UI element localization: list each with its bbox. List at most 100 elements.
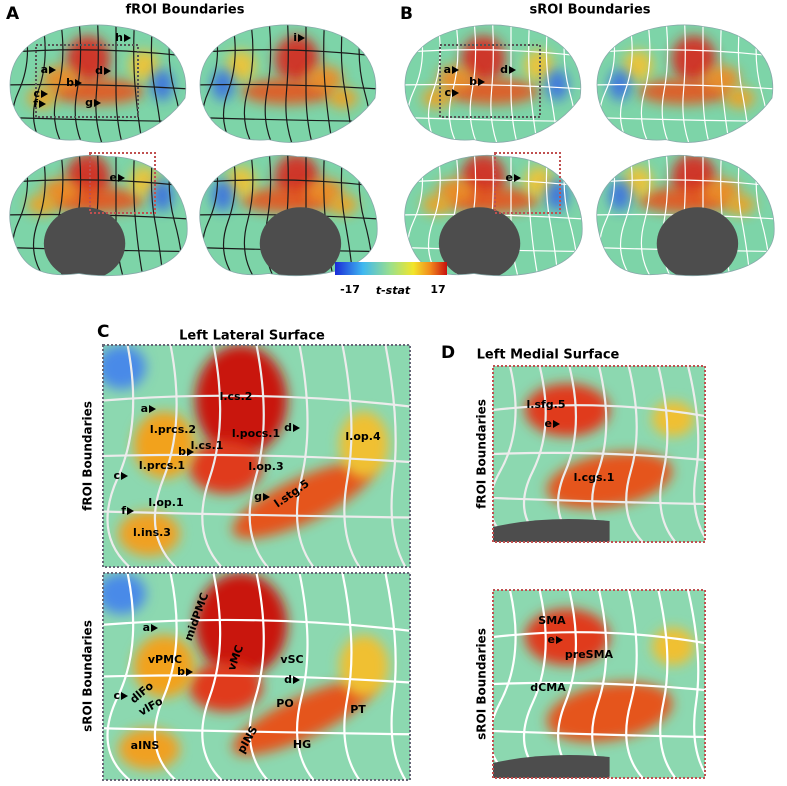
marker-arrow	[514, 174, 521, 182]
brain-outline	[596, 24, 774, 143]
region-label: l.prcs.2	[150, 423, 196, 436]
boundary	[296, 573, 315, 780]
boundary	[720, 24, 732, 143]
marker-arrow	[94, 99, 101, 107]
activation	[103, 573, 146, 615]
marker-arrow	[121, 472, 128, 480]
marker-arrow	[452, 66, 459, 74]
activation	[151, 69, 174, 101]
marker-label: b	[469, 75, 477, 88]
boundary	[625, 366, 644, 542]
boundary	[341, 573, 361, 780]
region-label: l.prcs.1	[139, 459, 185, 472]
region-label: l.cs.2	[220, 390, 253, 403]
region-label: SMA	[538, 614, 566, 627]
activation	[274, 35, 319, 83]
medial-wall	[438, 207, 521, 276]
brain-surface	[9, 155, 188, 276]
boundary	[199, 179, 378, 188]
activation	[546, 69, 569, 101]
region-label: l.op.1	[148, 496, 183, 509]
marker-label: e	[545, 417, 552, 430]
boundary	[493, 366, 517, 542]
boundary	[490, 24, 501, 143]
activation	[671, 35, 716, 83]
boundary	[404, 179, 583, 188]
boundary	[493, 729, 705, 739]
region-label: l.cgs.1	[574, 471, 615, 484]
boundary	[248, 573, 269, 780]
brain-outline	[199, 154, 378, 277]
boundary	[597, 83, 773, 90]
brain-surface	[404, 155, 583, 276]
panel-letter: B	[400, 4, 413, 24]
marker-arrow	[49, 66, 56, 74]
marker-arrow	[118, 174, 125, 182]
brain-surface	[199, 155, 378, 276]
roi-box	[89, 152, 156, 214]
zoom-surface	[103, 573, 410, 780]
activation	[226, 49, 257, 82]
boundary	[323, 24, 335, 143]
marker-label: h	[115, 31, 123, 44]
boundary	[686, 366, 705, 542]
boundary	[103, 453, 410, 464]
boundary	[493, 404, 705, 418]
activation	[103, 345, 146, 390]
colorbar-min: -17	[340, 283, 360, 296]
region-label: l.sfg.5	[527, 398, 566, 411]
boundary	[10, 83, 186, 90]
marker-arrow	[293, 676, 300, 684]
activation	[546, 179, 569, 212]
marker-label: c	[444, 86, 451, 99]
boundary	[686, 590, 705, 778]
marker-arrow	[41, 90, 48, 98]
marker-label: f	[121, 504, 126, 517]
boundary	[248, 345, 269, 567]
brain-surface	[200, 24, 376, 143]
boundary	[493, 631, 705, 645]
marker-arrow	[478, 78, 485, 86]
boundary	[103, 674, 410, 684]
marker-arrow	[149, 405, 156, 413]
marker-label: g	[254, 490, 262, 503]
activation	[339, 635, 389, 698]
region-label: PT	[350, 703, 366, 716]
boundary	[619, 155, 634, 276]
marker-arrow	[121, 692, 128, 700]
activation	[118, 511, 180, 556]
boundary	[106, 345, 135, 567]
activation	[461, 35, 506, 83]
activation	[422, 194, 452, 216]
boundary	[153, 345, 178, 567]
marker-label: a	[444, 63, 451, 76]
activation	[546, 682, 673, 743]
marker-arrow	[452, 89, 459, 97]
region-label: l.cs.1	[191, 439, 224, 452]
boundary	[405, 83, 581, 90]
brain-surface	[405, 24, 581, 143]
boundary	[133, 155, 145, 276]
marker-label: a	[41, 63, 48, 76]
marker-arrow	[151, 624, 158, 632]
boundary	[264, 24, 276, 143]
activation	[339, 411, 389, 479]
panel-letter: D	[441, 343, 455, 363]
activation	[608, 179, 631, 212]
marker-label: g	[85, 96, 93, 109]
colorbar	[335, 262, 447, 275]
boundary	[702, 24, 712, 143]
region-label: vPMC	[148, 653, 182, 666]
colorbar-max: 17	[430, 283, 445, 296]
boundary	[493, 496, 705, 506]
boundary	[74, 24, 86, 143]
boundary	[640, 24, 654, 143]
boundary	[222, 155, 237, 276]
zoom-border	[102, 344, 411, 568]
region-label: l.ins.3	[133, 526, 171, 539]
marker-label: d	[95, 64, 103, 77]
activation	[232, 680, 373, 756]
brain-surface	[597, 24, 773, 143]
row-label: fROI Boundaries	[81, 401, 95, 511]
region-label: HG	[293, 738, 311, 751]
